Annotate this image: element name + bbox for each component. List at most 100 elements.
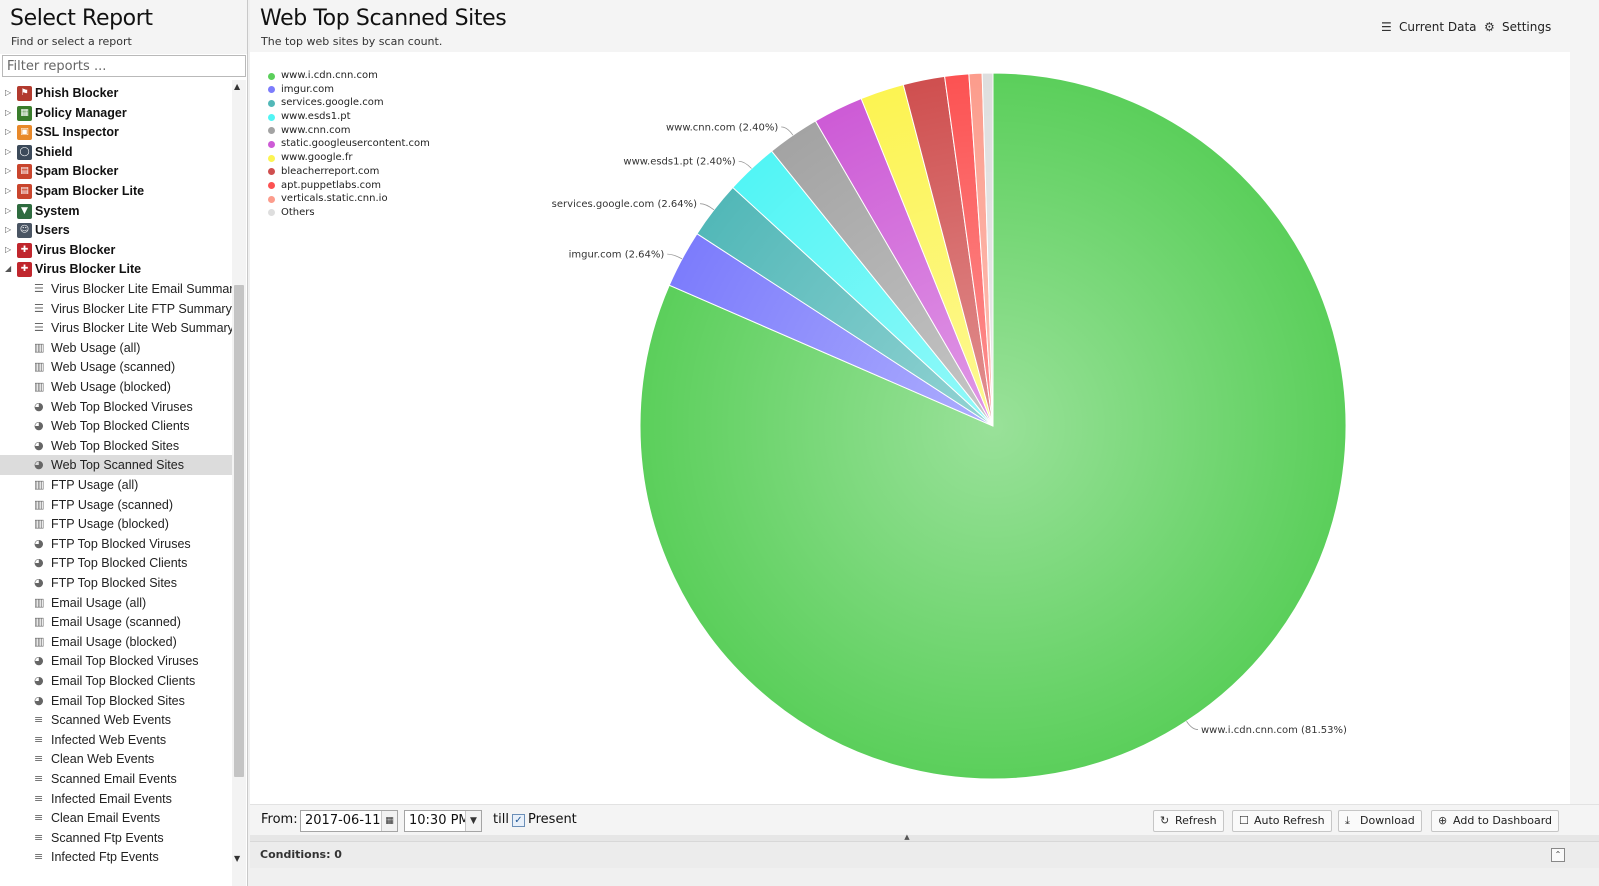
tree-category-system[interactable]: ▷ ▼ System [0,201,232,221]
legend-item[interactable]: services.google.com [266,96,430,110]
tree-report-item[interactable]: ◕ FTP Top Blocked Clients [0,553,232,573]
collapsed-arrow-icon[interactable]: ▷ [5,146,12,156]
tree-report-item[interactable]: ≡ Clean Email Events [0,808,232,828]
tree-category-spam-blocker[interactable]: ▷ ▤ Spam Blocker [0,161,232,181]
legend-item[interactable]: apt.puppetlabs.com [266,179,430,193]
tree-report-item[interactable]: ◕ Email Top Blocked Sites [0,691,232,711]
collapsed-arrow-icon[interactable]: ▷ [5,166,12,176]
tree-report-item[interactable]: ≡ Scanned Web Events [0,710,232,730]
tree-category-users[interactable]: ▷ ☺ Users [0,220,232,240]
tree-report-item[interactable]: ◕ Web Top Blocked Clients [0,416,232,436]
scroll-thumb[interactable] [234,285,244,777]
from-label: From: [261,812,298,827]
tree-report-item[interactable]: ▥ Web Usage (blocked) [0,377,232,397]
tree-report-item[interactable]: ≡ Infected Web Events [0,730,232,750]
scroll-down-icon[interactable]: ▼ [234,854,241,863]
bar-chart-icon: ▥ [34,478,45,491]
tree-report-item[interactable]: ≡ Scanned Ftp Events [0,828,232,848]
tree-report-item[interactable]: ▥ Web Usage (scanned) [0,357,232,377]
add-to-dashboard-button[interactable]: ⊕ Add to Dashboard [1431,810,1560,832]
chevron-down-icon[interactable]: ▼ [465,811,481,831]
tree-report-item[interactable]: ◕ Web Top Scanned Sites [0,455,232,476]
tree-report-label: FTP Top Blocked Sites [51,576,177,590]
tree-report-item[interactable]: ☰ Virus Blocker Lite Email Summary [0,279,232,299]
event-list-icon: ≡ [34,713,44,727]
panel-splitter[interactable]: ▲ [250,833,1599,841]
download-button[interactable]: ⤓ Download [1338,810,1422,832]
from-date-field[interactable]: 2017-06-11 ▦ [300,810,398,832]
tree-category-shield[interactable]: ▷ ◯ Shield [0,142,232,162]
from-time-field[interactable]: 10:30 PM ▼ [404,810,482,832]
legend-item[interactable]: imgur.com [266,83,430,97]
phish-blocker-icon: ⚑ [17,86,32,101]
legend-label: www.esds1.pt [281,111,351,123]
expanded-arrow-icon[interactable]: ◢ [5,264,12,274]
tree-report-item[interactable]: ▥ FTP Usage (blocked) [0,514,232,534]
tree-report-item[interactable]: ◕ Email Top Blocked Clients [0,671,232,691]
settings-button[interactable]: ⚙ Settings [1484,17,1551,37]
tree-category-policy-manager[interactable]: ▷ ▦ Policy Manager [0,103,232,123]
legend-item[interactable]: www.esds1.pt [266,110,430,124]
data-label-connector [700,203,715,211]
legend-item[interactable]: www.google.fr [266,151,430,165]
calendar-icon[interactable]: ▦ [381,811,397,831]
legend-label: services.google.com [281,97,384,109]
legend-item[interactable]: static.googleusercontent.com [266,137,430,151]
pie-slice-shade [944,73,993,426]
tree-report-item[interactable]: ▥ Email Usage (blocked) [0,632,232,652]
conditions-bar[interactable]: Conditions: 0 ⌃ [250,841,1599,868]
legend-item[interactable]: www.cnn.com [266,124,430,138]
splitter-collapse-icon[interactable]: ▲ [904,833,910,841]
auto-refresh-button[interactable]: ☐ Auto Refresh [1232,810,1332,832]
tree-report-label: Web Top Scanned Sites [51,458,184,473]
tree-report-item[interactable]: ≡ Infected Email Events [0,789,232,809]
tree-report-item[interactable]: ▥ Email Usage (all) [0,593,232,613]
tree-report-item[interactable]: ☰ Virus Blocker Lite FTP Summary [0,299,232,319]
tree-category-spam-blocker-lite[interactable]: ▷ ▤ Spam Blocker Lite [0,181,232,201]
legend-item[interactable]: www.i.cdn.cnn.com [266,69,430,83]
pie-slice-shade [696,187,993,426]
refresh-button[interactable]: ↻ Refresh [1153,810,1224,832]
spam-blocker-lite-icon: ▤ [17,184,32,199]
pie-slice-shade [968,73,993,426]
tree-report-item[interactable]: ▥ FTP Usage (all) [0,475,232,495]
tree-report-label: FTP Top Blocked Clients [51,556,188,571]
collapsed-arrow-icon[interactable]: ▷ [5,127,12,137]
tree-report-item[interactable]: ◕ FTP Top Blocked Viruses [0,534,232,554]
tree-category-ssl-inspector[interactable]: ▷ ▣ SSL Inspector [0,122,232,142]
tree-report-item[interactable]: ≡ Scanned Email Events [0,769,232,789]
tree-scrollbar[interactable]: ▲ ▼ [232,80,246,886]
tree-category-virus-blocker[interactable]: ▷ ✚ Virus Blocker [0,240,232,260]
collapsed-arrow-icon[interactable]: ▷ [5,244,12,254]
tree-report-label: FTP Usage (blocked) [51,517,169,532]
collapsed-arrow-icon[interactable]: ▷ [5,225,12,235]
pie-slice[interactable] [981,72,994,427]
legend-item[interactable]: verticals.static.cnn.io [266,192,430,206]
present-checkbox[interactable]: ✓ [512,814,525,827]
tree-category-phish-blocker[interactable]: ▷ ⚑ Phish Blocker [0,83,232,103]
collapsed-arrow-icon[interactable]: ▷ [5,186,12,195]
legend-item[interactable]: Others [266,206,430,220]
from-time-value: 10:30 PM [409,813,470,828]
tree-report-item[interactable]: ◕ Web Top Blocked Viruses [0,397,232,417]
legend-item[interactable]: bleacherreport.com [266,165,430,179]
tree-report-item[interactable]: ▥ FTP Usage (scanned) [0,495,232,515]
tree-report-item[interactable]: ▥ Email Usage (scanned) [0,612,232,632]
tree-report-item[interactable]: ≡ Clean Web Events [0,749,232,769]
tree-report-item[interactable]: ◕ Email Top Blocked Viruses [0,651,232,671]
collapsed-arrow-icon[interactable]: ▷ [5,205,12,215]
tree-report-item[interactable]: ▥ Web Usage (all) [0,338,232,358]
tree-report-label: Clean Web Events [51,752,155,767]
scroll-up-icon[interactable]: ▲ [234,82,241,91]
expand-icon[interactable]: ⌃ [1551,848,1565,862]
collapsed-arrow-icon[interactable]: ▷ [5,88,12,97]
filter-reports-input[interactable] [2,55,246,77]
current-data-button[interactable]: ☰ Current Data [1381,17,1477,37]
bar-chart-icon: ▥ [34,497,45,511]
tree-category-virus-blocker-lite[interactable]: ◢ ✚ Virus Blocker Lite [0,259,232,279]
collapsed-arrow-icon[interactable]: ▷ [5,107,12,117]
tree-report-item[interactable]: ◕ Web Top Blocked Sites [0,436,232,456]
tree-report-item[interactable]: ◕ FTP Top Blocked Sites [0,573,232,593]
tree-report-item[interactable]: ☰ Virus Blocker Lite Web Summary [0,318,232,338]
tree-report-item[interactable]: ≡ Infected Ftp Events [0,847,232,867]
